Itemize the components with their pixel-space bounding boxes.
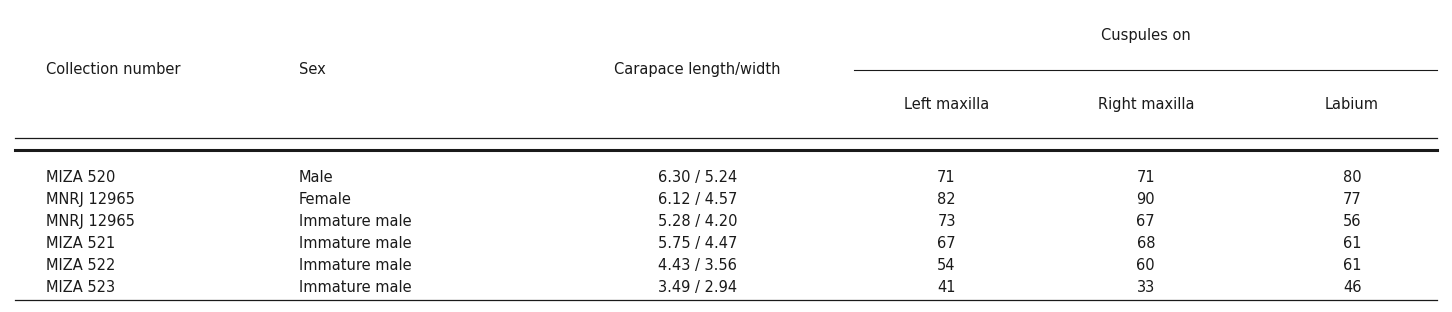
Text: Immature male: Immature male <box>299 258 412 273</box>
Text: 77: 77 <box>1343 192 1362 207</box>
Text: 5.75 / 4.47: 5.75 / 4.47 <box>658 236 738 251</box>
Text: Right maxilla: Right maxilla <box>1098 96 1194 111</box>
Text: Cuspules on: Cuspules on <box>1101 28 1191 43</box>
Text: Female: Female <box>299 192 351 207</box>
Text: 60: 60 <box>1137 258 1156 273</box>
Text: 71: 71 <box>937 170 955 185</box>
Text: MIZA 523: MIZA 523 <box>46 280 115 295</box>
Text: Labium: Labium <box>1326 96 1379 111</box>
Text: 41: 41 <box>938 280 955 295</box>
Text: 6.12 / 4.57: 6.12 / 4.57 <box>658 192 738 207</box>
Text: 46: 46 <box>1343 280 1362 295</box>
Text: MIZA 520: MIZA 520 <box>46 170 115 185</box>
Text: MIZA 521: MIZA 521 <box>46 236 115 251</box>
Text: Immature male: Immature male <box>299 280 412 295</box>
Text: MIZA 522: MIZA 522 <box>46 258 115 273</box>
Text: MNRJ 12965: MNRJ 12965 <box>46 214 135 229</box>
Text: 33: 33 <box>1137 280 1154 295</box>
Text: 73: 73 <box>938 214 955 229</box>
Text: Immature male: Immature male <box>299 236 412 251</box>
Text: 61: 61 <box>1343 236 1362 251</box>
Text: 67: 67 <box>937 236 955 251</box>
Text: 3.49 / 2.94: 3.49 / 2.94 <box>658 280 738 295</box>
Text: MNRJ 12965: MNRJ 12965 <box>46 192 135 207</box>
Text: 5.28 / 4.20: 5.28 / 4.20 <box>658 214 738 229</box>
Text: 71: 71 <box>1137 170 1156 185</box>
Text: Sex: Sex <box>299 62 325 77</box>
Text: Male: Male <box>299 170 334 185</box>
Text: 4.43 / 3.56: 4.43 / 3.56 <box>658 258 738 273</box>
Text: Immature male: Immature male <box>299 214 412 229</box>
Text: 54: 54 <box>938 258 955 273</box>
Text: 80: 80 <box>1343 170 1362 185</box>
Text: 90: 90 <box>1137 192 1156 207</box>
Text: 67: 67 <box>1137 214 1156 229</box>
Text: 68: 68 <box>1137 236 1154 251</box>
Text: 6.30 / 5.24: 6.30 / 5.24 <box>658 170 738 185</box>
Text: Carapace length/width: Carapace length/width <box>614 62 781 77</box>
Text: 61: 61 <box>1343 258 1362 273</box>
Text: 82: 82 <box>937 192 955 207</box>
Text: 56: 56 <box>1343 214 1362 229</box>
Text: Left maxilla: Left maxilla <box>905 96 989 111</box>
Text: Collection number: Collection number <box>46 62 180 77</box>
